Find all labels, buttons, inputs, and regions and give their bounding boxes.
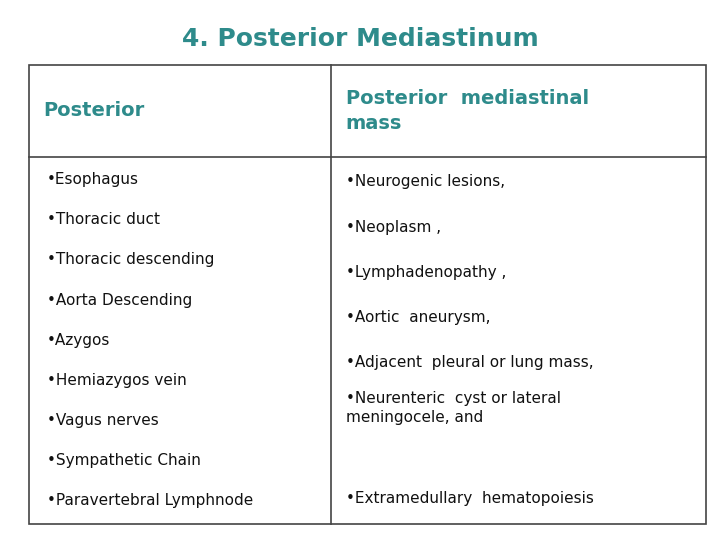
Text: •Thoracic duct: •Thoracic duct bbox=[47, 212, 160, 227]
Text: Posterior  mediastinal
mass: Posterior mediastinal mass bbox=[346, 89, 589, 133]
Text: •Lymphadenopathy ,: •Lymphadenopathy , bbox=[346, 265, 506, 280]
Text: •Aortic  aneurysm,: •Aortic aneurysm, bbox=[346, 310, 490, 325]
Text: •Thoracic descending: •Thoracic descending bbox=[47, 252, 214, 267]
Text: •Neurenteric  cyst or lateral
meningocele, and: •Neurenteric cyst or lateral meningocele… bbox=[346, 391, 561, 425]
Text: •Sympathetic Chain: •Sympathetic Chain bbox=[47, 453, 201, 468]
Text: Posterior: Posterior bbox=[43, 101, 145, 120]
Text: •Adjacent  pleural or lung mass,: •Adjacent pleural or lung mass, bbox=[346, 355, 593, 370]
Bar bbox=[29, 65, 706, 524]
Text: •Hemiazygos vein: •Hemiazygos vein bbox=[47, 373, 186, 388]
Text: •Neurogenic lesions,: •Neurogenic lesions, bbox=[346, 174, 505, 190]
Text: •Esophagus: •Esophagus bbox=[47, 172, 139, 187]
Text: •Paravertebral Lymphnode: •Paravertebral Lymphnode bbox=[47, 494, 253, 509]
Text: 4. Posterior Mediastinum: 4. Posterior Mediastinum bbox=[181, 27, 539, 51]
Text: •Neoplasm ,: •Neoplasm , bbox=[346, 220, 441, 235]
Text: •Aorta Descending: •Aorta Descending bbox=[47, 293, 192, 307]
Text: •Extramedullary  hematopoiesis: •Extramedullary hematopoiesis bbox=[346, 491, 593, 506]
Text: •Vagus nerves: •Vagus nerves bbox=[47, 413, 158, 428]
Text: •Azygos: •Azygos bbox=[47, 333, 110, 348]
